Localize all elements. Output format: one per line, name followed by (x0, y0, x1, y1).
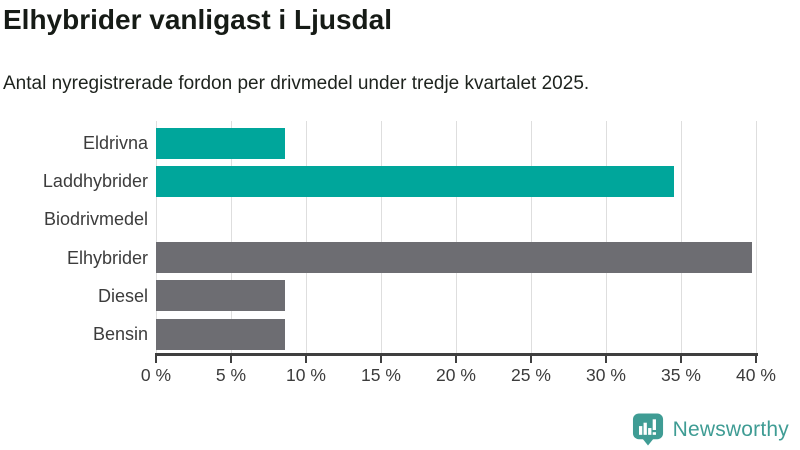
category-label-elhybrider: Elhybrider (66, 247, 148, 268)
x-axis-tick-label: 25 % (511, 365, 551, 385)
bar-row-biodrivmedel (156, 200, 756, 238)
x-axis-tick-30 (605, 353, 607, 363)
gridline-35 (681, 121, 682, 353)
gridline-15 (381, 121, 382, 353)
gridline-10 (306, 121, 307, 353)
x-axis-tick-label: 30 % (586, 365, 626, 385)
gridline-0 (156, 121, 157, 353)
category-label-diesel: Diesel (97, 285, 148, 306)
x-axis-tick-label: 5 % (215, 365, 247, 385)
gridline-25 (531, 121, 532, 353)
category-label-laddhybrider: Laddhybrider (42, 171, 148, 192)
x-axis-tick-20 (455, 353, 457, 363)
bar-row-elhybrider (156, 239, 756, 277)
bar-row-diesel (156, 277, 756, 315)
x-axis-tick-label: 0 % (140, 365, 172, 385)
x-axis-tick-15 (380, 353, 382, 363)
x-axis-tick-label: 20 % (436, 365, 476, 385)
newsworthy-bar-chart-speech-bubble-icon (632, 413, 663, 446)
category-label-eldrivna: Eldrivna (82, 133, 148, 153)
x-axis-tick-5 (230, 353, 232, 363)
bar-diesel (156, 280, 285, 312)
x-axis-tick-label: 15 % (361, 365, 401, 385)
x-axis-tick-label: 10 % (286, 365, 326, 385)
gridline-40 (756, 121, 757, 353)
bar-row-eldrivna (156, 124, 756, 162)
category-label-biodrivmedel: Biodrivmedel (43, 209, 148, 230)
gridline-5 (231, 121, 232, 353)
bar-eldrivna (156, 127, 285, 159)
bar-row-laddhybrider (156, 162, 756, 200)
x-axis-tick-0 (155, 353, 157, 363)
gridline-30 (606, 121, 607, 353)
chart-subtitle: Antal nyregistrerade fordon per drivmede… (3, 73, 590, 94)
category-label-bensin: Bensin (92, 324, 148, 344)
bar-elhybrider (156, 242, 752, 274)
x-axis-tick-10 (305, 353, 307, 363)
newsworthy-logo: Newsworthy (632, 413, 789, 446)
gridline-20 (456, 121, 457, 353)
bar-row-bensin (156, 315, 756, 353)
bar-laddhybrider (156, 165, 674, 197)
x-axis-line (155, 353, 758, 356)
x-axis-tick-25 (530, 353, 532, 363)
bar-bensin (156, 318, 285, 350)
x-axis-tick-35 (680, 353, 682, 363)
x-axis-tick-label: 35 % (661, 365, 701, 385)
newsworthy-logo-text: Newsworthy (672, 417, 789, 441)
chart-title: Elhybrider vanligast i Ljusdal (3, 4, 392, 35)
x-axis-tick-label: 40 % (736, 365, 776, 385)
x-axis-tick-40 (755, 353, 757, 363)
